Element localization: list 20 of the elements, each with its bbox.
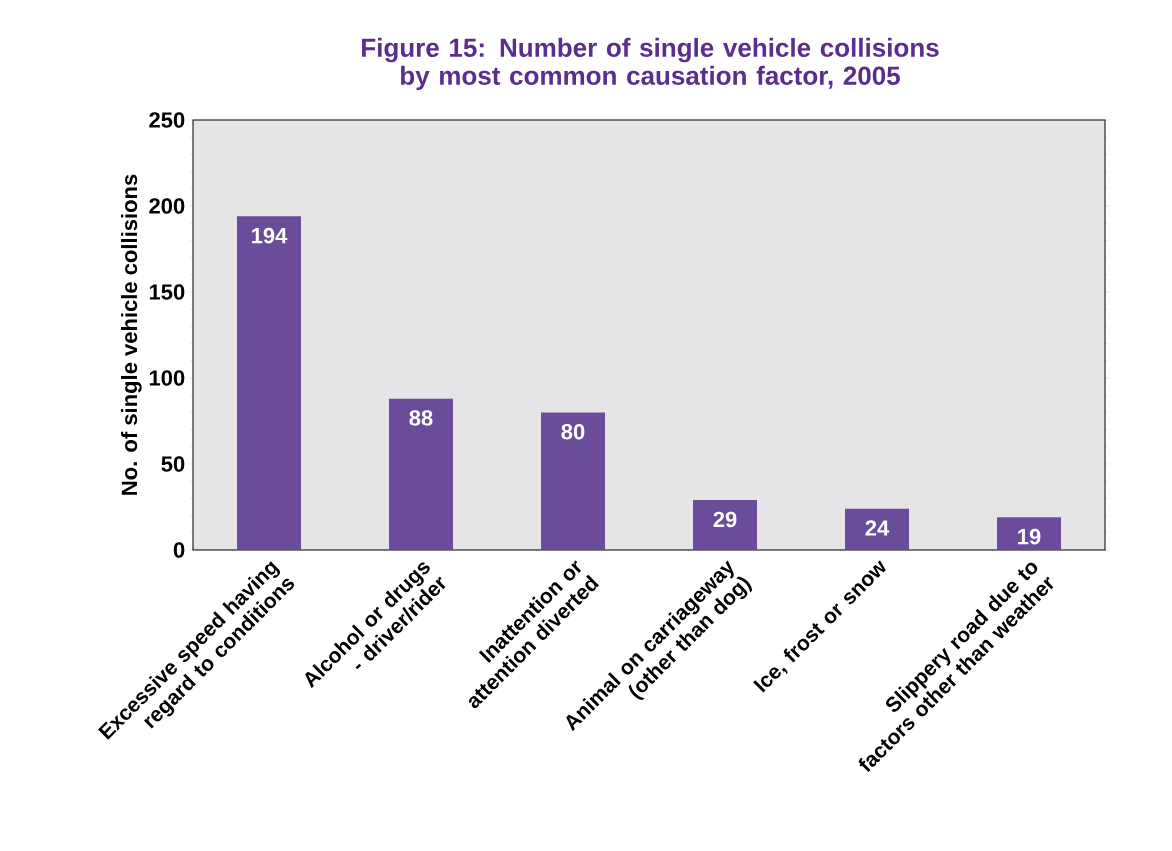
data-label: 29: [713, 511, 737, 528]
y-axis-title: No. of single vehicle collisions: [121, 174, 142, 495]
data-label: 88: [409, 410, 433, 426]
chart-title: Figure 15: Number of single vehicle collisions by most common causation factor, 2005: [362, 37, 939, 91]
bar: [541, 412, 605, 550]
y-tick-label: 50: [161, 456, 185, 472]
data-label: 19: [1018, 528, 1041, 545]
y-tick-label: 150: [149, 284, 185, 300]
y-tick-label: 200: [149, 198, 185, 214]
bar: [389, 398, 453, 550]
y-tick-label: 250: [149, 112, 185, 128]
data-label: 24: [865, 520, 890, 536]
bar: [693, 500, 757, 550]
y-tick-label: 100: [149, 370, 185, 386]
data-label: 194: [252, 227, 288, 244]
bar: [997, 517, 1062, 550]
y-tick-label: 0: [173, 542, 185, 558]
bar: [845, 508, 910, 550]
bar: [237, 216, 301, 550]
data-label: 80: [561, 423, 585, 440]
